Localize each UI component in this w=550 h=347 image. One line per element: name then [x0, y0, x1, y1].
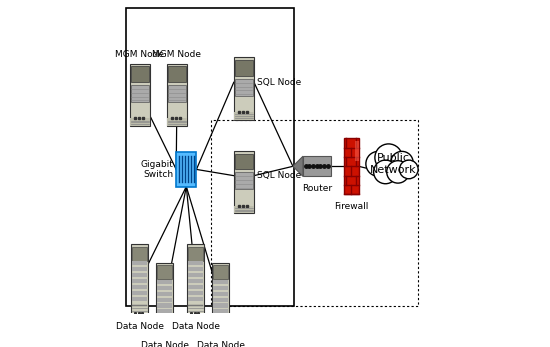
Text: Router: Router: [302, 184, 332, 193]
Text: Data Node: Data Node: [116, 322, 164, 331]
Polygon shape: [293, 156, 303, 176]
Bar: [212, 263, 229, 338]
Bar: [132, 297, 147, 301]
Bar: [213, 280, 228, 284]
Bar: [125, 8, 294, 306]
Bar: [344, 138, 359, 194]
Text: Data Node: Data Node: [172, 322, 219, 331]
Bar: [132, 267, 147, 271]
Text: SQL Node: SQL Node: [257, 171, 301, 180]
Bar: [132, 285, 147, 289]
Bar: [157, 304, 172, 307]
Bar: [188, 261, 204, 265]
Circle shape: [399, 160, 418, 179]
Bar: [213, 323, 228, 325]
Bar: [213, 315, 228, 320]
Text: MGM Node: MGM Node: [115, 50, 164, 59]
Circle shape: [373, 160, 397, 184]
Bar: [168, 66, 186, 82]
Bar: [157, 297, 172, 302]
Bar: [132, 305, 147, 306]
Bar: [167, 118, 187, 126]
Bar: [130, 85, 148, 102]
Bar: [213, 297, 228, 302]
Bar: [235, 154, 253, 169]
Bar: [132, 261, 147, 265]
Circle shape: [387, 161, 409, 183]
Circle shape: [375, 144, 402, 171]
Text: SQL Node: SQL Node: [257, 78, 301, 87]
Bar: [157, 310, 172, 314]
Bar: [157, 315, 172, 320]
Bar: [130, 118, 150, 126]
Bar: [188, 273, 204, 277]
Bar: [132, 273, 147, 277]
Bar: [188, 267, 204, 271]
Bar: [131, 244, 148, 319]
Bar: [213, 291, 228, 296]
Text: Gigabit
Switch: Gigabit Switch: [140, 160, 173, 179]
Bar: [303, 156, 331, 176]
Bar: [213, 310, 228, 314]
Bar: [188, 279, 204, 283]
Bar: [188, 305, 204, 306]
Bar: [157, 265, 172, 279]
Text: Data Node: Data Node: [141, 340, 189, 347]
Bar: [157, 280, 172, 284]
Bar: [132, 279, 147, 283]
Bar: [157, 286, 172, 290]
Bar: [188, 291, 204, 295]
Bar: [235, 60, 253, 76]
Bar: [132, 247, 147, 261]
Bar: [211, 120, 418, 306]
Bar: [235, 172, 253, 189]
Bar: [235, 78, 253, 96]
Bar: [234, 151, 254, 213]
Bar: [213, 265, 228, 279]
Text: MGM Node: MGM Node: [152, 50, 201, 59]
Text: Firewall: Firewall: [334, 202, 368, 211]
Bar: [157, 323, 172, 325]
Text: Public
Network: Public Network: [370, 153, 416, 175]
Circle shape: [366, 151, 390, 176]
Bar: [157, 291, 172, 296]
Bar: [156, 263, 173, 338]
Bar: [213, 304, 228, 307]
Bar: [188, 285, 204, 289]
Bar: [176, 152, 196, 187]
Bar: [168, 85, 186, 102]
Bar: [234, 112, 254, 120]
Text: Data Node: Data Node: [196, 340, 245, 347]
Bar: [130, 64, 150, 126]
Bar: [187, 244, 204, 319]
Circle shape: [390, 151, 413, 174]
Bar: [130, 66, 148, 82]
Bar: [188, 297, 204, 301]
Bar: [234, 57, 254, 120]
Bar: [355, 141, 359, 161]
Bar: [132, 291, 147, 295]
Bar: [188, 247, 204, 261]
Bar: [213, 286, 228, 290]
Bar: [234, 205, 254, 213]
Bar: [167, 64, 187, 126]
